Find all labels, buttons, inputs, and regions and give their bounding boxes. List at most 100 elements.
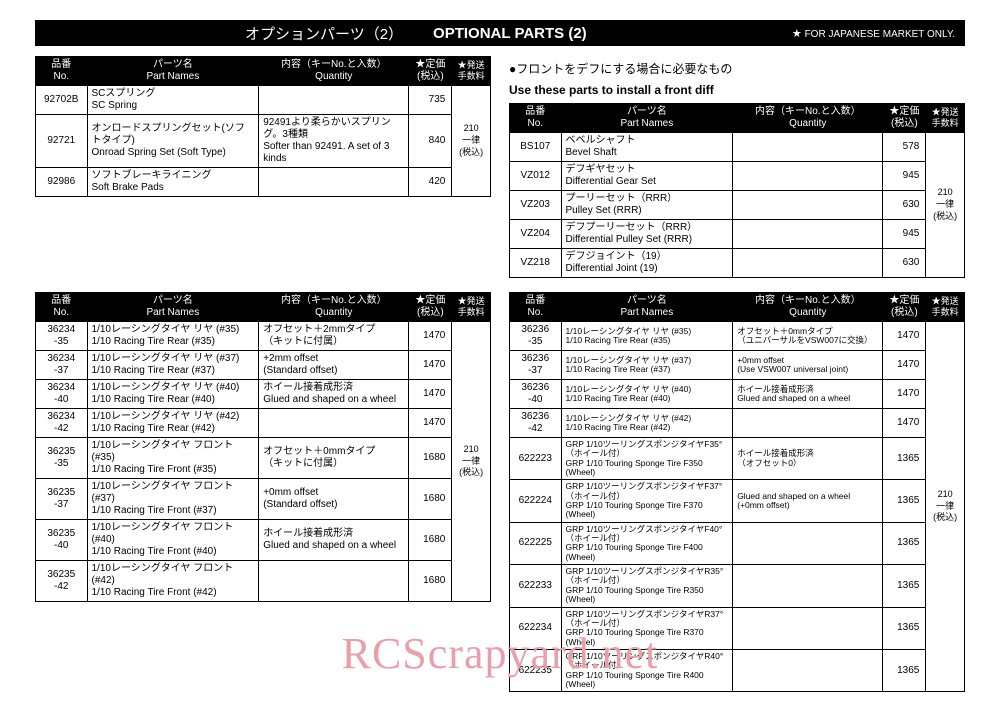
table-row: 36234-35 1/10レーシングタイヤ リヤ (#35)1/10 Racin… <box>36 322 491 351</box>
part-qty <box>259 168 409 197</box>
ship-cell: 210一律(税込) <box>926 133 965 278</box>
part-no: VZ218 <box>510 249 562 278</box>
part-qty <box>733 649 883 691</box>
part-no: BS107 <box>510 133 562 162</box>
part-price: 1470 <box>409 322 452 351</box>
right-col: ●フロントをデフにする場合に必要なもの Use these parts to i… <box>509 56 965 292</box>
part-no: 36234-42 <box>36 409 88 438</box>
part-name: 1/10レーシングタイヤ リヤ (#35)1/10 Racing Tire Re… <box>561 322 733 351</box>
part-qty <box>733 249 883 278</box>
subhead-jp: ●フロントをデフにする場合に必要なもの <box>509 60 965 77</box>
table-row: 36234-42 1/10レーシングタイヤ リヤ (#42)1/10 Racin… <box>36 409 491 438</box>
part-qty <box>733 162 883 191</box>
part-name: オンロードスプリングセット(ソフトタイプ)Onroad Spring Set (… <box>87 115 259 168</box>
part-price: 1680 <box>409 479 452 520</box>
part-price: 945 <box>883 220 926 249</box>
part-price: 735 <box>409 86 452 115</box>
part-price: 1470 <box>409 380 452 409</box>
table-4: 品番No. パーツ名Part Names 内容（キーNo.と入数）Quantit… <box>509 292 965 692</box>
table-row: VZ218 デフジョイント（19）Differential Joint (19)… <box>510 249 965 278</box>
table-row: 36236-40 1/10レーシングタイヤ リヤ (#40)1/10 Racin… <box>510 380 965 409</box>
part-price: 1470 <box>883 380 926 409</box>
table-head: 品番No. パーツ名Part Names 内容（キーNo.と入数）Quantit… <box>510 293 965 322</box>
part-name: 1/10レーシングタイヤ フロント (#40)1/10 Racing Tire … <box>87 520 259 561</box>
part-price: 1680 <box>409 438 452 479</box>
part-no: 36234-37 <box>36 351 88 380</box>
part-name: GRP 1/10ツーリングスポンジタイヤR35°（ホイール付）GRP 1/10 … <box>561 565 733 607</box>
table-2: 品番No. パーツ名Part Names 内容（キーNo.と入数）Quantit… <box>509 103 965 278</box>
part-qty: オフセット＋0mmタイプ（ユニバーサルをVSW007に交換） <box>733 322 883 351</box>
title-jp: オプションパーツ（2） <box>245 23 403 44</box>
part-qty <box>259 86 409 115</box>
table-row: 92702B SCスプリングSC Spring 735 210一律(税込) <box>36 86 491 115</box>
table-row: VZ203 プーリーセット（RRR）Pulley Set (RRR) 630 <box>510 191 965 220</box>
part-qty <box>733 133 883 162</box>
part-name: 1/10レーシングタイヤ フロント (#37)1/10 Racing Tire … <box>87 479 259 520</box>
table-row: 622233 GRP 1/10ツーリングスポンジタイヤR35°（ホイール付）GR… <box>510 565 965 607</box>
part-qty: オフセット＋2mmタイプ（キットに付属） <box>259 322 409 351</box>
part-qty <box>733 220 883 249</box>
table-row: 36235-37 1/10レーシングタイヤ フロント (#37)1/10 Rac… <box>36 479 491 520</box>
part-no: 622225 <box>510 522 562 564</box>
part-qty <box>259 409 409 438</box>
title-note: ★ FOR JAPANESE MARKET ONLY. <box>792 27 955 40</box>
part-price: 420 <box>409 168 452 197</box>
part-no: VZ204 <box>510 220 562 249</box>
part-qty <box>733 522 883 564</box>
table-row: 36234-40 1/10レーシングタイヤ リヤ (#40)1/10 Racin… <box>36 380 491 409</box>
part-qty <box>733 409 883 438</box>
part-name: GRP 1/10ツーリングスポンジタイヤF40°（ホイール付）GRP 1/10 … <box>561 522 733 564</box>
part-name: GRP 1/10ツーリングスポンジタイヤF35°（ホイール付）GRP 1/10 … <box>561 438 733 480</box>
part-price: 1470 <box>883 322 926 351</box>
table-row: 92986 ソフトブレーキライニングSoft Brake Pads 420 <box>36 168 491 197</box>
part-no: 622223 <box>510 438 562 480</box>
table-row: VZ012 デフギヤセットDifferential Gear Set 945 <box>510 162 965 191</box>
table-head: 品番No. パーツ名Part Names 内容（キーNo.と入数）Quantit… <box>36 57 491 86</box>
part-no: 36235-40 <box>36 520 88 561</box>
part-qty: ホイール接着成形済（オフセット0） <box>733 438 883 480</box>
part-no: VZ012 <box>510 162 562 191</box>
part-name: 1/10レーシングタイヤ リヤ (#40)1/10 Racing Tire Re… <box>561 380 733 409</box>
part-no: 36236-35 <box>510 322 562 351</box>
part-no: 36235-37 <box>36 479 88 520</box>
part-name: 1/10レーシングタイヤ フロント (#35)1/10 Racing Tire … <box>87 438 259 479</box>
part-name: ソフトブレーキライニングSoft Brake Pads <box>87 168 259 197</box>
part-qty: Glued and shaped on a wheel(+0mm offset) <box>733 480 883 522</box>
part-no: 92702B <box>36 86 88 115</box>
part-no: 622224 <box>510 480 562 522</box>
table-row: 36236-37 1/10レーシングタイヤ リヤ (#37)1/10 Racin… <box>510 351 965 380</box>
part-no: 36235-35 <box>36 438 88 479</box>
part-name: ベベルシャフトBevel Shaft <box>561 133 733 162</box>
part-price: 1470 <box>409 409 452 438</box>
part-qty <box>733 191 883 220</box>
part-price: 1365 <box>883 480 926 522</box>
part-name: 1/10レーシングタイヤ リヤ (#42)1/10 Racing Tire Re… <box>87 409 259 438</box>
part-qty: ホイール接着成形済Glued and shaped on a wheel <box>259 520 409 561</box>
left-col: 品番No. パーツ名Part Names 内容（キーNo.と入数）Quantit… <box>35 56 491 292</box>
part-no: 622233 <box>510 565 562 607</box>
part-no: 36234-35 <box>36 322 88 351</box>
part-qty: +0mm offset(Standard offset) <box>259 479 409 520</box>
top-section: 品番No. パーツ名Part Names 内容（キーNo.と入数）Quantit… <box>35 56 965 292</box>
part-qty <box>733 565 883 607</box>
table-row: BS107 ベベルシャフトBevel Shaft 578 210一律(税込) <box>510 133 965 162</box>
part-qty: 92491より柔らかいスプリング。3種類Softer than 92491. A… <box>259 115 409 168</box>
table-head: 品番No. パーツ名Part Names 内容（キーNo.と入数）Quantit… <box>510 104 965 133</box>
part-name: 1/10レーシングタイヤ リヤ (#37)1/10 Racing Tire Re… <box>561 351 733 380</box>
part-price: 1470 <box>883 409 926 438</box>
ship-cell: 210一律(税込) <box>926 322 965 692</box>
part-price: 840 <box>409 115 452 168</box>
right-col: 品番No. パーツ名Part Names 内容（キーNo.と入数）Quantit… <box>509 292 965 706</box>
part-no: 36236-37 <box>510 351 562 380</box>
left-col: 品番No. パーツ名Part Names 内容（キーNo.と入数）Quantit… <box>35 292 491 706</box>
part-name: 1/10レーシングタイヤ リヤ (#42)1/10 Racing Tire Re… <box>561 409 733 438</box>
ship-cell: 210一律(税込) <box>452 86 491 197</box>
table-row: 36235-40 1/10レーシングタイヤ フロント (#40)1/10 Rac… <box>36 520 491 561</box>
table-row: 36236-35 1/10レーシングタイヤ リヤ (#35)1/10 Racin… <box>510 322 965 351</box>
ship-cell: 210一律(税込) <box>452 322 491 602</box>
table-row: 36235-42 1/10レーシングタイヤ フロント (#42)1/10 Rac… <box>36 561 491 602</box>
table-row: 622225 GRP 1/10ツーリングスポンジタイヤF40°（ホイール付）GR… <box>510 522 965 564</box>
part-name: SCスプリングSC Spring <box>87 86 259 115</box>
table-row: 622234 GRP 1/10ツーリングスポンジタイヤR37°（ホイール付）GR… <box>510 607 965 649</box>
table-row: 36236-42 1/10レーシングタイヤ リヤ (#42)1/10 Racin… <box>510 409 965 438</box>
